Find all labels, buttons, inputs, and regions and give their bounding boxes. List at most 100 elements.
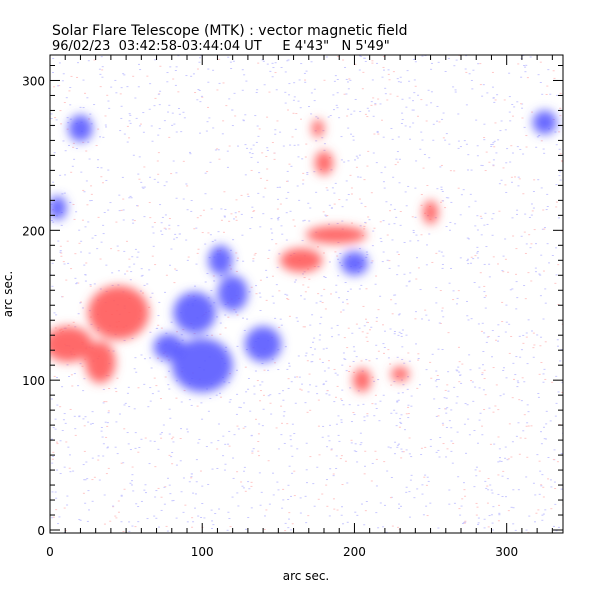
noise-pixel bbox=[409, 272, 412, 274]
noise-pixel bbox=[237, 505, 240, 507]
noise-pixel bbox=[328, 394, 331, 396]
noise-pixel bbox=[382, 251, 385, 253]
noise-pixel bbox=[495, 152, 498, 154]
noise-pixel bbox=[148, 202, 151, 204]
noise-pixel bbox=[155, 517, 158, 519]
noise-pixel bbox=[518, 453, 521, 455]
noise-pixel bbox=[366, 413, 369, 415]
noise-pixel bbox=[279, 186, 282, 188]
noise-pixel bbox=[364, 206, 367, 208]
noise-pixel bbox=[270, 218, 273, 220]
noise-pixel bbox=[91, 457, 94, 459]
noise-pixel bbox=[305, 482, 308, 484]
noise-pixel bbox=[287, 527, 290, 529]
noise-pixel bbox=[468, 434, 471, 436]
noise-pixel bbox=[82, 390, 85, 392]
noise-pixel bbox=[421, 318, 424, 320]
noise-pixel bbox=[414, 216, 417, 218]
noise-pixel bbox=[374, 283, 377, 285]
noise-pixel bbox=[210, 208, 213, 210]
noise-pixel bbox=[120, 495, 123, 497]
noise-pixel bbox=[73, 218, 76, 220]
noise-pixel bbox=[524, 213, 527, 215]
noise-pixel bbox=[123, 339, 126, 341]
noise-pixel bbox=[459, 214, 462, 216]
noise-pixel bbox=[417, 358, 420, 360]
noise-pixel bbox=[371, 60, 374, 62]
noise-pixel bbox=[175, 269, 178, 271]
noise-pixel bbox=[52, 516, 55, 518]
noise-pixel bbox=[259, 384, 262, 386]
noise-pixel bbox=[336, 324, 339, 326]
noise-pixel bbox=[141, 274, 144, 276]
noise-pixel bbox=[401, 112, 404, 114]
noise-pixel bbox=[491, 86, 494, 88]
noise-pixel bbox=[466, 260, 469, 262]
noise-pixel bbox=[467, 238, 470, 240]
noise-pixel bbox=[435, 415, 438, 417]
noise-pixel bbox=[374, 103, 377, 105]
noise-pixel bbox=[377, 379, 380, 381]
noise-pixel bbox=[501, 270, 504, 272]
noise-pixel bbox=[392, 71, 395, 73]
noise-pixel bbox=[501, 301, 504, 303]
noise-pixel bbox=[186, 521, 189, 523]
noise-pixel bbox=[391, 313, 394, 315]
noise-pixel bbox=[330, 207, 333, 209]
noise-pixel bbox=[52, 181, 55, 183]
noise-pixel bbox=[238, 211, 241, 213]
noise-pixel bbox=[478, 470, 481, 472]
noise-pixel bbox=[63, 263, 66, 265]
noise-pixel bbox=[521, 103, 524, 105]
noise-pixel bbox=[201, 418, 204, 420]
noise-pixel bbox=[251, 206, 254, 208]
noise-pixel bbox=[358, 198, 361, 200]
noise-pixel bbox=[70, 268, 73, 270]
noise-pixel bbox=[329, 468, 332, 470]
noise-pixel bbox=[366, 340, 369, 342]
noise-pixel bbox=[230, 268, 233, 270]
noise-pixel bbox=[458, 508, 461, 510]
noise-pixel bbox=[334, 75, 337, 77]
noise-pixel bbox=[229, 526, 232, 528]
noise-pixel bbox=[531, 111, 534, 113]
noise-pixel bbox=[122, 219, 125, 221]
noise-pixel bbox=[511, 152, 514, 154]
noise-pixel bbox=[196, 68, 199, 70]
noise-pixel bbox=[263, 84, 266, 86]
noise-pixel bbox=[389, 93, 392, 95]
noise-pixel bbox=[521, 107, 524, 109]
noise-pixel bbox=[400, 448, 403, 450]
noise-pixel bbox=[308, 373, 311, 375]
noise-pixel bbox=[523, 285, 526, 287]
noise-pixel bbox=[379, 221, 382, 223]
noise-pixel bbox=[330, 449, 333, 451]
noise-pixel bbox=[370, 262, 373, 264]
noise-pixel bbox=[201, 503, 204, 505]
noise-pixel bbox=[491, 218, 494, 220]
noise-pixel bbox=[210, 290, 213, 292]
noise-pixel bbox=[280, 324, 283, 326]
noise-pixel bbox=[303, 298, 306, 300]
noise-pixel bbox=[421, 484, 424, 486]
noise-pixel bbox=[241, 485, 244, 487]
noise-pixel bbox=[395, 216, 398, 218]
noise-pixel bbox=[300, 63, 303, 65]
noise-pixel bbox=[276, 198, 279, 200]
noise-pixel bbox=[366, 415, 369, 417]
noise-pixel bbox=[464, 521, 467, 523]
noise-pixel bbox=[442, 424, 445, 426]
noise-pixel bbox=[464, 495, 467, 497]
noise-pixel bbox=[453, 386, 456, 388]
noise-pixel bbox=[394, 303, 397, 305]
noise-pixel bbox=[258, 472, 261, 474]
noise-pixel bbox=[357, 404, 360, 406]
noise-pixel bbox=[140, 438, 143, 440]
noise-pixel bbox=[196, 252, 199, 254]
noise-pixel bbox=[316, 393, 319, 395]
noise-pixel bbox=[480, 234, 483, 236]
noise-pixel bbox=[468, 206, 471, 208]
noise-pixel bbox=[538, 493, 541, 495]
noise-pixel bbox=[427, 480, 430, 482]
noise-pixel bbox=[102, 455, 105, 457]
